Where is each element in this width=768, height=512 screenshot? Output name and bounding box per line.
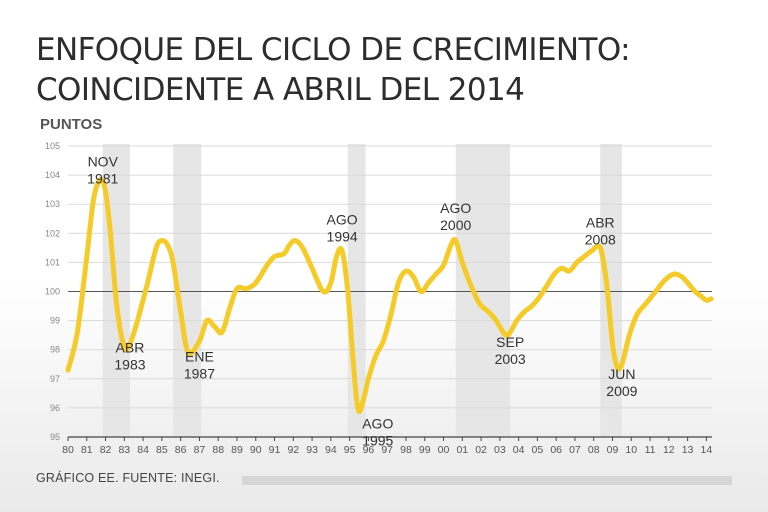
y-tick-label: 96 <box>50 403 60 413</box>
x-tick-label: 06 <box>550 444 562 456</box>
x-tick-label: 96 <box>363 444 375 456</box>
series-line <box>65 177 714 415</box>
x-tick-label: 94 <box>325 444 337 456</box>
annotation-line: JUN <box>608 366 635 382</box>
y-tick-label: 103 <box>45 199 60 209</box>
x-tick-label: 97 <box>381 444 393 456</box>
x-tick-label: 80 <box>62 444 74 456</box>
x-tick-label: 14 <box>701 444 713 456</box>
annotation-label: AGO 1994 <box>327 212 358 245</box>
x-tick-label: 86 <box>175 444 187 456</box>
annotation-label: AGO 1995 <box>362 415 393 448</box>
annotation-line: ENE <box>185 348 214 364</box>
y-tick-label: 101 <box>45 257 60 267</box>
annotation-line: 1994 <box>327 229 358 245</box>
annotation-line: SEP <box>496 334 524 350</box>
annotation-label: SEP 2003 <box>495 334 526 367</box>
x-tick-label: 87 <box>194 444 206 456</box>
title-line-1: ENFOQUE DEL CICLO DE CRECIMIENTO: <box>36 32 631 68</box>
x-tick-label: 00 <box>438 444 450 456</box>
annotation-line: ABR <box>116 340 145 356</box>
x-tick-label: 07 <box>569 444 581 456</box>
recession-band <box>455 144 511 437</box>
annotation-line: ABR <box>586 214 615 230</box>
annotation-line: 1995 <box>362 432 393 448</box>
x-tick-label: 89 <box>231 444 243 456</box>
y-tick-label: 95 <box>50 432 60 442</box>
y-tick-label: 104 <box>45 170 60 180</box>
title-line-2: COINCIDENTE A ABRIL DEL 2014 <box>36 72 525 108</box>
y-tick-label: 98 <box>50 345 60 355</box>
annotation-line: AGO <box>362 415 393 431</box>
x-tick-label: 84 <box>137 444 149 456</box>
annotation-label: AGO 2000 <box>440 200 471 233</box>
annotation-line: 2000 <box>440 217 471 233</box>
y-axis-label: PUNTOS <box>40 116 103 133</box>
annotation-line: AGO <box>440 200 471 216</box>
x-tick-label: 95 <box>344 444 356 456</box>
x-tick-label: 85 <box>156 444 168 456</box>
x-tick-label: 81 <box>81 444 93 456</box>
annotation-label: ABR 2008 <box>585 214 616 247</box>
x-tick-label: 02 <box>475 444 487 456</box>
x-tick-label: 99 <box>419 444 431 456</box>
x-tick-label: 91 <box>269 444 281 456</box>
annotation-line: AGO <box>327 212 358 228</box>
annotation-line: 2008 <box>585 231 616 247</box>
annotation-label: JUN 2009 <box>606 366 637 399</box>
x-tick-label: 90 <box>250 444 262 456</box>
footer-divider-bar <box>242 476 732 485</box>
y-tick-label: 97 <box>50 374 60 384</box>
x-tick-label: 92 <box>287 444 299 456</box>
y-tick-label: 105 <box>45 141 60 151</box>
source-footer: GRÁFICO EE. FUENTE: INEGI. <box>36 471 220 485</box>
x-tick-label: 03 <box>494 444 506 456</box>
y-tick-label: 102 <box>45 228 60 238</box>
annotation-line: 2009 <box>606 383 637 399</box>
annotation-line: NOV <box>88 153 119 169</box>
y-tick-label: 99 <box>50 316 60 326</box>
x-tick-label: 13 <box>682 444 694 456</box>
annotation-label: NOV 1981 <box>87 153 118 186</box>
annotation-label: ABR 1983 <box>114 340 145 373</box>
annotation-line: 1983 <box>114 357 145 373</box>
x-tick-label: 01 <box>456 444 468 456</box>
x-tick-label: 98 <box>400 444 412 456</box>
x-tick-label: 11 <box>645 444 656 456</box>
annotation-line: 1981 <box>87 170 118 186</box>
x-tick-label: 12 <box>663 444 675 456</box>
x-tick-label: 10 <box>625 444 637 456</box>
annotation-line: 2003 <box>495 351 526 367</box>
x-tick-label: 09 <box>607 444 619 456</box>
annotation-line: 1987 <box>184 365 215 381</box>
x-tick-label: 83 <box>118 444 130 456</box>
x-tick-label: 82 <box>100 444 112 456</box>
y-tick-label: 100 <box>45 287 60 297</box>
x-tick-label: 05 <box>532 444 544 456</box>
x-tick-label: 88 <box>212 444 224 456</box>
x-tick-label: 93 <box>306 444 318 456</box>
x-tick-label: 08 <box>588 444 600 456</box>
annotation-label: ENE 1987 <box>184 348 215 381</box>
x-tick-label: 04 <box>513 444 525 456</box>
chart-title: ENFOQUE DEL CICLO DE CRECIMIENTO: COINCI… <box>36 30 631 110</box>
